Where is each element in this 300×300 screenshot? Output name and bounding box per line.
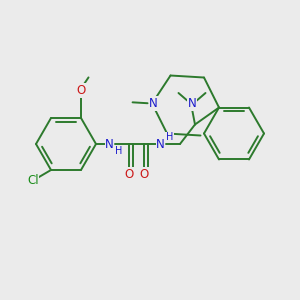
Text: H: H (166, 132, 173, 142)
Text: N: N (149, 97, 158, 110)
Text: H: H (115, 146, 122, 156)
Text: O: O (76, 84, 85, 97)
Text: N: N (156, 137, 165, 151)
Text: N: N (105, 137, 114, 151)
Text: N: N (188, 97, 196, 110)
Text: Cl: Cl (27, 174, 39, 187)
Text: O: O (140, 167, 148, 181)
Text: O: O (124, 167, 134, 181)
